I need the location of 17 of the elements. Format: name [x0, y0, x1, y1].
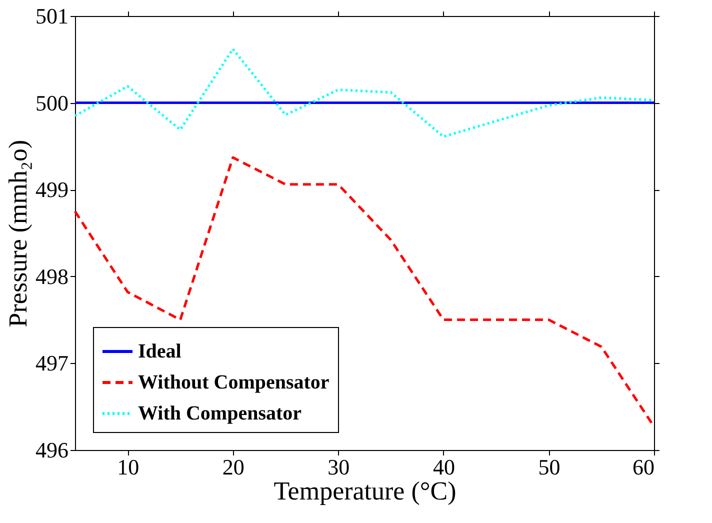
x-tick-label: 40 [432, 454, 455, 480]
x-tick-label: 10 [117, 454, 140, 480]
y-tick-label: 500 [36, 90, 68, 116]
legend-label: Without Compensator [138, 372, 330, 394]
y-tick-label: 497 [36, 350, 68, 376]
y-tick-label: 499 [36, 177, 68, 202]
y-tick-label: 501 [36, 4, 68, 28]
x-tick-label: 50 [538, 454, 560, 480]
x-tick-label: 60 [632, 454, 654, 480]
y-axis-title: Pressure (mmh₂o) [4, 140, 32, 328]
x-axis-title: Temperature (°C) [274, 476, 456, 506]
legend-label: With Compensator [138, 402, 302, 424]
x-tick-label: 30 [328, 454, 350, 480]
x-tick-label: 20 [222, 454, 244, 480]
y-tick-label: 498 [36, 264, 68, 289]
y-tick-label: 496 [36, 438, 68, 462]
legend-label: Ideal [138, 340, 182, 362]
